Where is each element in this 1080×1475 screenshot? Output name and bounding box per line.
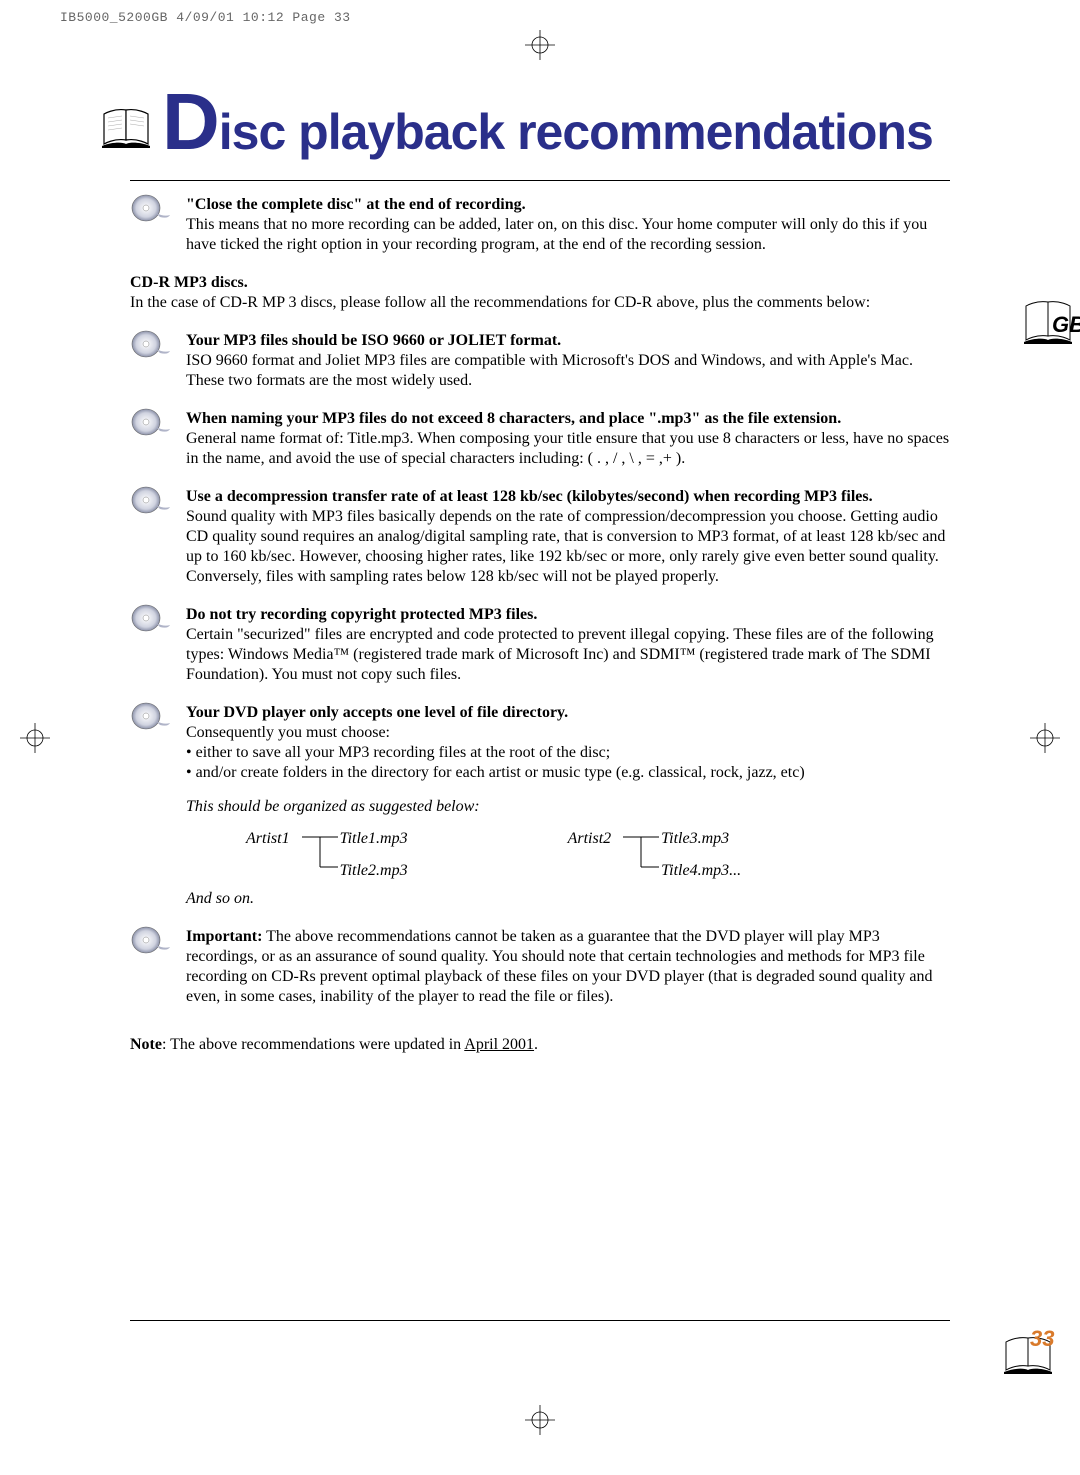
suggest-text: This should be organized as suggested be… (186, 797, 950, 817)
intro-text: Consequently you must choose: (186, 723, 950, 743)
artist-label: Artist2 (568, 829, 612, 883)
page-number-badge: 33 (1000, 1324, 1060, 1385)
artist-label: Artist1 (246, 829, 290, 883)
important-label: Important: (186, 928, 262, 945)
body-text: General name format of: Title.mp3. When … (186, 429, 950, 469)
note-period: . (534, 1036, 538, 1053)
tree-column: Artist2 Title3.mp3 Title4.mp3... (568, 829, 742, 883)
registration-mark-top (525, 30, 555, 60)
page-title: Disc playback recommendations (100, 90, 933, 161)
file-label: Title3.mp3 (661, 829, 741, 849)
heading-text: Your MP3 files should be ISO 9660 or JOL… (186, 332, 561, 349)
heading-text: "Close the complete disc" at the end of … (186, 196, 526, 213)
registration-mark-right (1030, 723, 1060, 753)
body-text: ISO 9660 format and Joliet MP3 files are… (186, 351, 950, 391)
heading-text: Do not try recording copyright protected… (186, 606, 537, 623)
tree-connector-icon (621, 829, 661, 883)
print-job-header: IB5000_5200GB 4/09/01 10:12 Page 33 (60, 10, 351, 25)
file-label: Title2.mp3 (340, 861, 408, 881)
disc-icon (130, 485, 174, 521)
section-iso: Your MP3 files should be ISO 9660 or JOL… (130, 331, 950, 391)
note-label: Note (130, 1036, 162, 1053)
section-note: Note: The above recommendations were upd… (130, 1035, 950, 1055)
disc-icon (130, 329, 174, 365)
body-text: This means that no more recording can be… (186, 215, 950, 255)
tree-column: Artist1 Title1.mp3 Title2.mp3 (246, 829, 408, 883)
disc-icon (130, 603, 174, 639)
heading-text: Your DVD player only accepts one level o… (186, 704, 568, 721)
note-body: : The above recommendations were updated… (162, 1036, 464, 1053)
bullet-text: • either to save all your MP3 recording … (186, 743, 950, 763)
section-naming: When naming your MP3 files do not exceed… (130, 409, 950, 469)
body-text: The above recommendations cannot be take… (186, 928, 932, 1005)
file-label: Title1.mp3 (340, 829, 408, 849)
note-date: April 2001 (464, 1036, 534, 1053)
content-body: "Close the complete disc" at the end of … (130, 195, 950, 1073)
disc-icon (130, 701, 174, 737)
svg-text:33: 33 (1030, 1326, 1054, 1351)
bullet-text: • and/or create folders in the directory… (186, 763, 950, 783)
tree-connector-icon (300, 829, 340, 883)
body-text: Sound quality with MP3 files basically d… (186, 507, 950, 587)
language-badge: GB (1022, 290, 1080, 353)
section-important: Important: The above recommendations can… (130, 927, 950, 1007)
heading-text: Use a decompression transfer rate of at … (186, 488, 873, 505)
registration-mark-bottom (525, 1405, 555, 1435)
section-directory: Your DVD player only accepts one level o… (130, 703, 950, 909)
divider-top (130, 180, 950, 181)
divider-bottom (130, 1320, 950, 1321)
disc-icon (130, 407, 174, 443)
section-decompression: Use a decompression transfer rate of at … (130, 487, 950, 587)
body-text: Certain "securized" files are encrypted … (186, 625, 950, 685)
disc-icon (130, 925, 174, 961)
section-copyright: Do not try recording copyright protected… (130, 605, 950, 685)
directory-tree: Artist1 Title1.mp3 Title2.mp3 Artist2 Ti… (246, 829, 950, 883)
heading-text: When naming your MP3 files do not exceed… (186, 410, 841, 427)
section-cdr-intro: CD-R MP3 discs. In the case of CD-R MP 3… (130, 273, 950, 313)
disc-icon (130, 193, 174, 229)
body-text: In the case of CD-R MP 3 discs, please f… (130, 293, 950, 313)
section-close-disc: "Close the complete disc" at the end of … (130, 195, 950, 255)
heading-text: CD-R MP3 discs. (130, 273, 950, 293)
file-label: Title4.mp3... (661, 861, 741, 881)
registration-mark-left (20, 723, 50, 753)
page-title-text: Disc playback recommendations (162, 90, 933, 161)
and-so-on-text: And so on. (186, 889, 950, 909)
book-icon (100, 102, 156, 157)
svg-text:GB: GB (1052, 312, 1080, 337)
